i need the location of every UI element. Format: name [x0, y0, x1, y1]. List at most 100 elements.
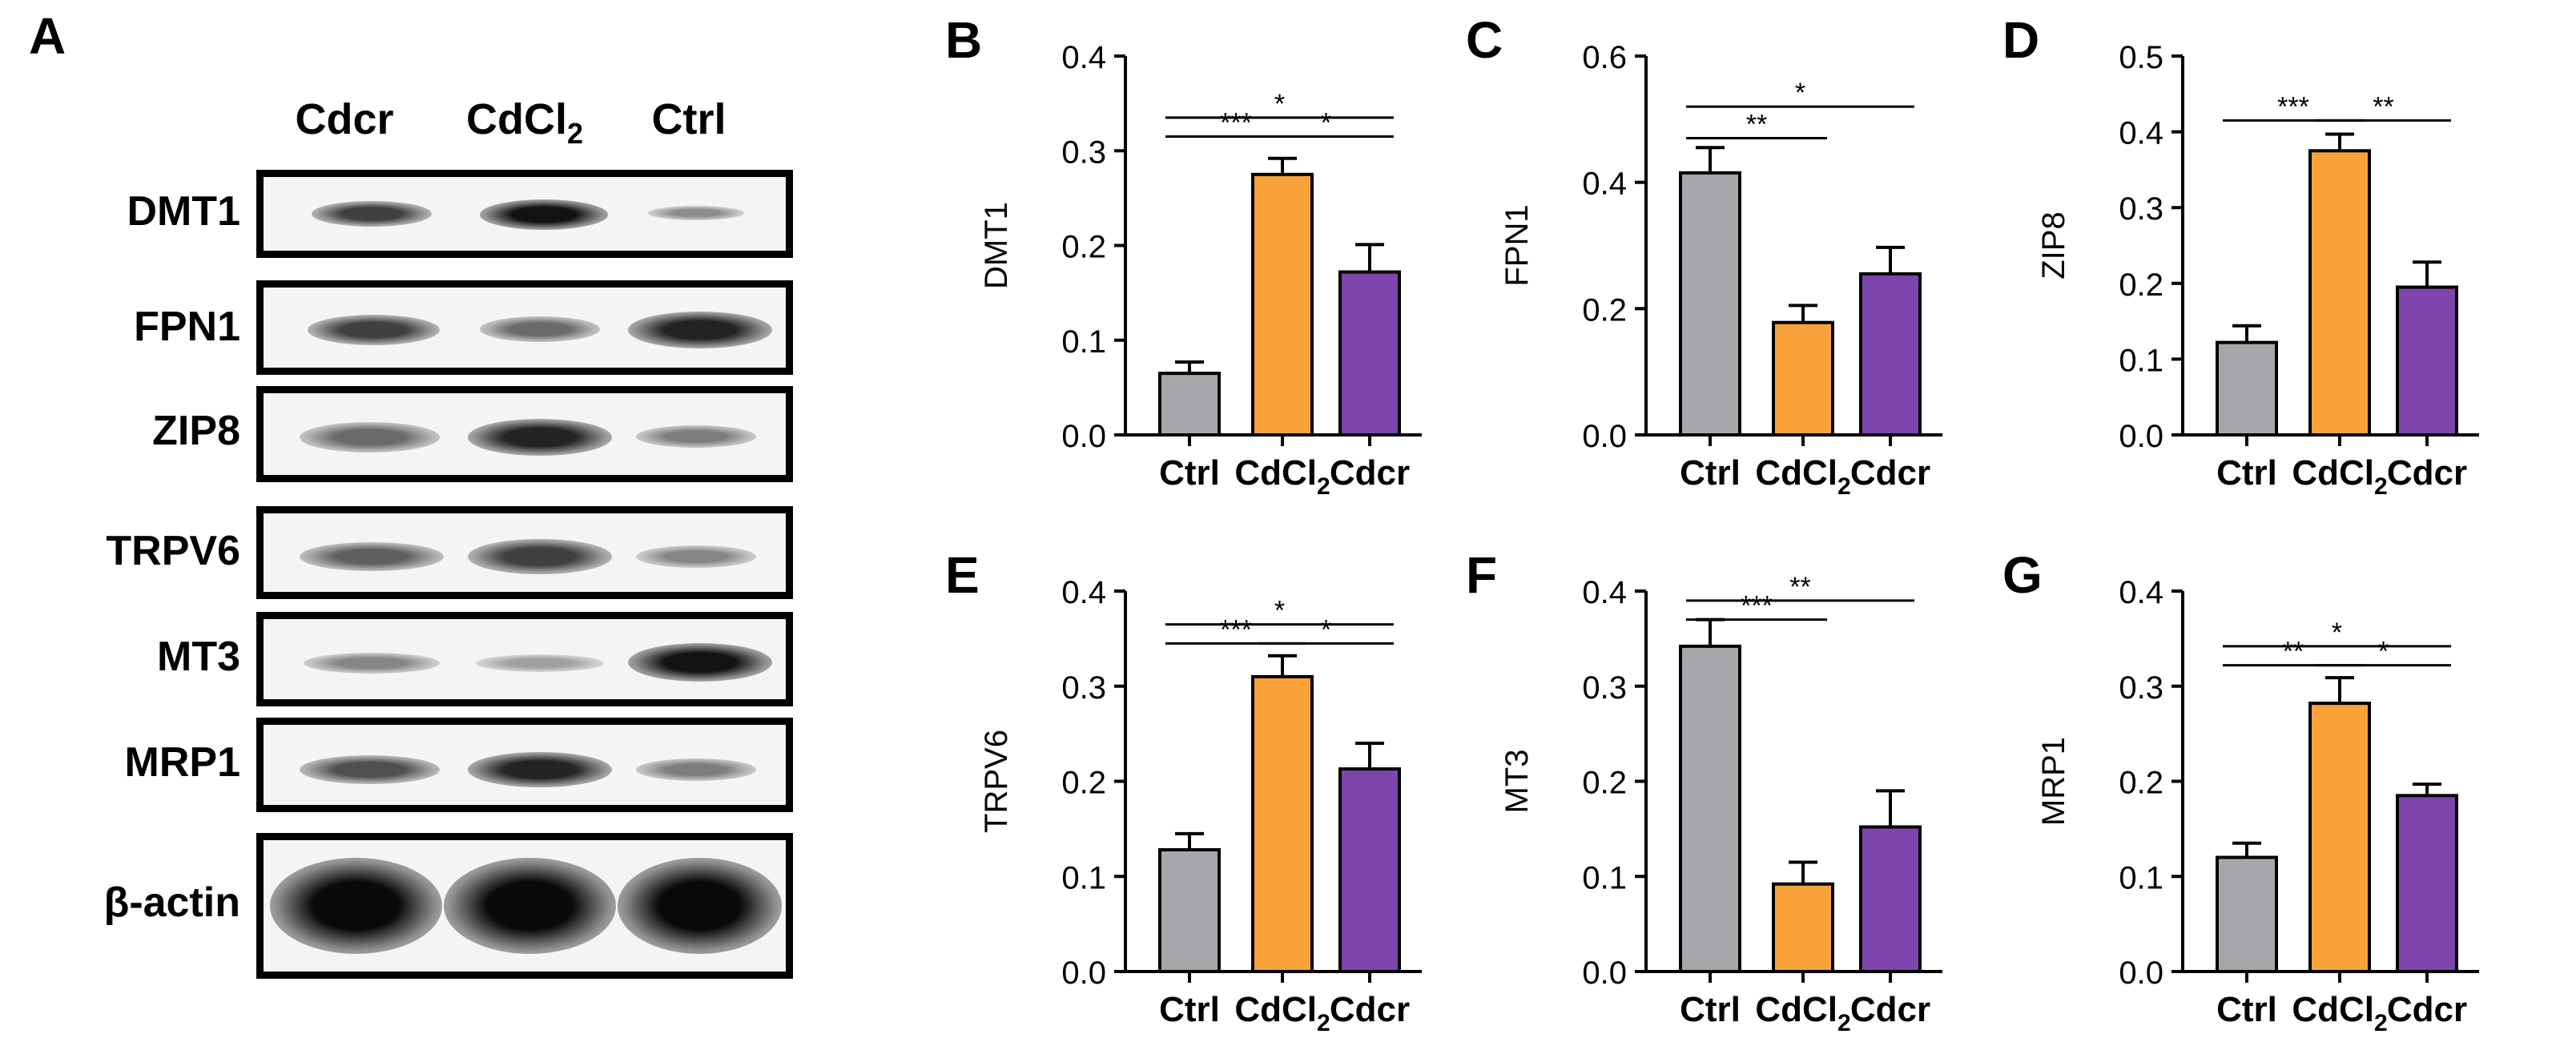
blot-label-dmt1: DMT1: [127, 188, 240, 235]
y-tick-label: 0.4: [1582, 575, 1627, 610]
blot-label-beta-actin: β-actin: [103, 879, 240, 926]
band: [300, 422, 440, 453]
y-tick-label: 0.4: [1061, 575, 1106, 610]
x-tick-label: CdCl2: [2292, 990, 2387, 1036]
bar: [1772, 320, 1834, 437]
y-tick-label: 0.4: [1582, 167, 1627, 202]
significance-label: **: [2283, 637, 2304, 667]
lane-label-cdcl2: CdCl2: [465, 95, 583, 150]
y-tick-label: 0.0: [2119, 956, 2163, 991]
y-axis-label: MT3: [1499, 750, 1535, 814]
x-tick-label: CdCl2: [1755, 453, 1850, 500]
band: [648, 206, 744, 220]
y-tick-label: 0.0: [1061, 419, 1106, 454]
band: [636, 425, 756, 448]
significance-label: *: [1274, 89, 1285, 119]
significance-label: *: [2332, 618, 2342, 648]
blot-label-fpn1: FPN1: [134, 304, 240, 350]
x-tick-label: Ctrl: [2216, 990, 2277, 1029]
lane-label-cdcr: Cdcr: [295, 95, 394, 143]
bar: [1338, 767, 1401, 973]
band: [304, 653, 440, 674]
bar: [2216, 855, 2278, 973]
x-tick-label: Cdcr: [1330, 453, 1410, 493]
y-axis-label: MRP1: [2036, 737, 2071, 826]
y-tick-label: 0.2: [1061, 230, 1106, 265]
band: [628, 643, 772, 682]
bar: [1251, 172, 1314, 437]
bar: [1859, 272, 1922, 437]
y-axis-label: TRPV6: [979, 730, 1014, 833]
band: [444, 858, 616, 954]
bar: [1772, 882, 1834, 973]
blot-trpv6: [256, 506, 793, 599]
band: [480, 199, 608, 230]
x-tick-label: Cdcr: [1850, 990, 1930, 1029]
y-tick-label: 0.0: [1061, 956, 1106, 991]
y-tick-label: 0.3: [1582, 670, 1627, 706]
x-tick-label: Ctrl: [1680, 453, 1741, 493]
bar: [1338, 270, 1401, 437]
band: [468, 539, 612, 574]
y-tick-label: 0.3: [2119, 670, 2163, 706]
y-tick-label: 0.2: [2119, 268, 2163, 303]
band: [312, 201, 432, 227]
band: [308, 315, 440, 345]
y-tick-label: 0.3: [1061, 670, 1106, 706]
significance-label: ***: [1220, 614, 1252, 645]
y-tick-label: 0.0: [1582, 956, 1627, 991]
y-tick-label: 0.0: [2119, 419, 2163, 454]
x-tick-label: CdCl2: [2292, 453, 2387, 500]
band: [636, 758, 756, 781]
bar: [2216, 340, 2278, 437]
blot-label-mt3: MT3: [157, 634, 240, 680]
blot-mt3: [256, 612, 793, 706]
y-tick-label: 0.2: [2119, 766, 2163, 801]
significance-label: *: [1274, 596, 1285, 626]
blot-fpn1: [256, 280, 793, 375]
band: [636, 545, 756, 568]
y-tick-label: 0.0: [1582, 419, 1627, 454]
significance-label: **: [1746, 109, 1767, 139]
x-tick-label: Ctrl: [1159, 453, 1220, 493]
x-tick-label: Ctrl: [1680, 990, 1741, 1029]
significance-label: **: [2373, 91, 2393, 122]
bar: [1251, 674, 1314, 973]
western-blot-panel: A Cdcr CdCl2 Ctrl DMT1 FPN1 ZIP8 TRPV6 M…: [0, 0, 801, 1038]
bar: [1158, 372, 1221, 437]
x-tick-label: Ctrl: [1159, 990, 1220, 1029]
significance-label: ***: [1741, 591, 1773, 622]
significance-label: *: [1321, 614, 1331, 645]
x-tick-label: Cdcr: [2387, 453, 2467, 493]
y-tick-label: 0.2: [1582, 766, 1627, 801]
x-tick-label: CdCl2: [1755, 990, 1850, 1036]
y-axis-label: FPN1: [1499, 204, 1535, 286]
band: [480, 316, 600, 342]
bar: [1859, 825, 1922, 973]
x-tick-label: CdCl2: [1234, 990, 1330, 1036]
y-tick-label: 0.4: [1061, 40, 1106, 75]
bar: [2308, 702, 2371, 973]
y-tick-label: 0.2: [1582, 292, 1627, 328]
band: [468, 752, 612, 787]
significance-label: ***: [2277, 91, 2309, 122]
significance-label: *: [1321, 108, 1331, 139]
blot-label-mrp1: MRP1: [124, 739, 240, 786]
significance-label: *: [1795, 78, 1805, 108]
y-tick-label: 0.1: [1582, 860, 1627, 895]
y-tick-label: 0.3: [2119, 191, 2163, 227]
blot-label-trpv6: TRPV6: [106, 528, 240, 574]
y-tick-label: 0.6: [1582, 40, 1627, 75]
significance-label: *: [2378, 637, 2389, 667]
x-tick-label: Cdcr: [1330, 990, 1410, 1029]
panel-label: D: [2002, 11, 2039, 69]
bar: [2396, 794, 2458, 973]
blot-zip8: [256, 386, 793, 482]
band: [300, 755, 440, 784]
bar: [1158, 848, 1221, 973]
bar: [2308, 149, 2371, 437]
panel-label: E: [945, 546, 980, 604]
x-tick-label: Ctrl: [2216, 453, 2277, 493]
band: [618, 858, 782, 954]
